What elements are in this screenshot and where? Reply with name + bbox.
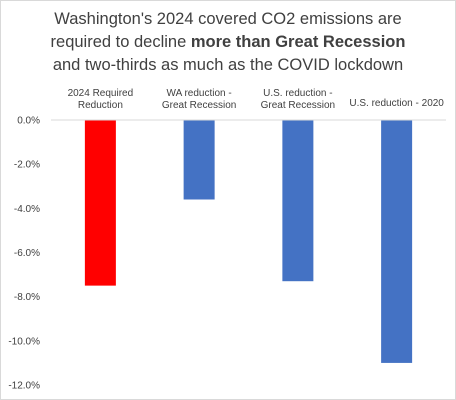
- chart-title-line-3: and two-thirds as much as the COVID lock…: [52, 56, 404, 74]
- y-tick-label: -10.0%: [8, 336, 40, 347]
- chart-title-line-2-bold: more than Great Recession: [190, 33, 406, 51]
- bar: [282, 120, 314, 282]
- chart-title-line-1: Washington's 2024 covered CO2 emissions …: [54, 10, 402, 28]
- bar: [84, 120, 116, 286]
- bar: [381, 120, 413, 363]
- chart-title-line-2: required to decline more than Great Rece…: [0, 31, 456, 54]
- category-label: U.S. reduction - 2020: [349, 98, 444, 109]
- category-label: U.S. reduction -Great Recession: [261, 88, 335, 111]
- category-label: WA reduction -Great Recession: [162, 88, 236, 111]
- y-tick-label: -12.0%: [8, 381, 40, 392]
- category-label: 2024 Required Reduction: [68, 88, 134, 111]
- y-tick-label: -2.0%: [14, 160, 40, 171]
- y-tick-label: -4.0%: [14, 204, 40, 215]
- bar: [183, 120, 215, 200]
- y-tick-label: 0.0%: [17, 116, 40, 127]
- chart-title: Washington's 2024 covered CO2 emissions …: [0, 8, 456, 77]
- y-tick-label: -8.0%: [14, 292, 40, 303]
- chart-title-line-2-regular: required to decline: [50, 33, 191, 51]
- y-tick-label: -6.0%: [14, 248, 40, 259]
